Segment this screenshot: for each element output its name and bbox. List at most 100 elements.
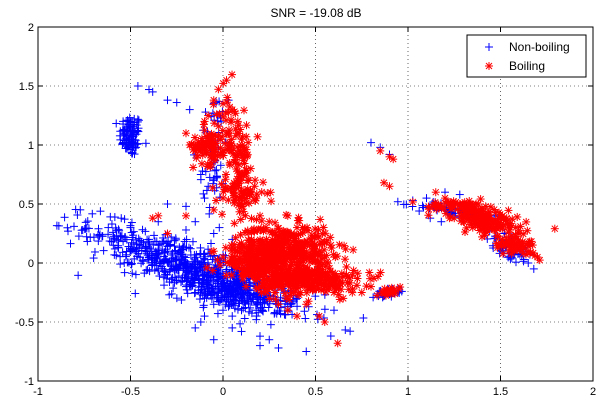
data-point — [171, 255, 180, 264]
data-point — [227, 271, 236, 280]
data-point — [422, 194, 431, 203]
data-point — [282, 264, 291, 273]
data-point — [134, 127, 143, 136]
data-point — [265, 240, 274, 249]
y-tick-label: 1.5 — [19, 81, 34, 93]
data-point — [165, 278, 174, 287]
y-tick-label: 2 — [28, 22, 34, 34]
data-point — [273, 224, 282, 233]
data-point — [94, 224, 103, 233]
data-point — [523, 226, 532, 235]
data-point — [352, 281, 361, 290]
data-point — [253, 300, 262, 309]
data-point — [213, 293, 222, 302]
data-point — [148, 87, 157, 96]
data-point — [399, 200, 408, 209]
data-point — [114, 225, 123, 234]
data-point — [346, 278, 355, 287]
data-point — [190, 289, 199, 298]
data-point — [198, 151, 207, 160]
data-point — [236, 290, 245, 299]
data-point — [129, 227, 138, 236]
data-point — [257, 305, 266, 314]
data-point — [274, 343, 283, 352]
data-point — [333, 252, 342, 261]
x-tick-label: 0 — [220, 386, 226, 398]
data-point — [242, 296, 251, 305]
x-tick-label: 1 — [405, 386, 411, 398]
data-point — [419, 203, 428, 212]
data-point — [161, 268, 170, 277]
data-point — [128, 269, 137, 278]
data-point — [243, 247, 252, 256]
data-point — [260, 299, 269, 308]
data-point — [319, 285, 328, 294]
x-tick-label: 0.5 — [308, 386, 323, 398]
data-point — [527, 237, 536, 246]
data-point — [353, 274, 362, 283]
data-point — [154, 246, 163, 255]
data-point — [224, 130, 233, 139]
data-point — [342, 262, 351, 271]
data-point — [304, 297, 313, 306]
data-point — [326, 332, 335, 341]
data-point — [256, 304, 265, 313]
data-point — [109, 232, 118, 241]
data-point — [89, 254, 98, 263]
data-point — [257, 225, 266, 234]
data-point — [148, 258, 157, 267]
data-point — [314, 233, 323, 242]
data-point — [235, 285, 244, 294]
data-point — [222, 296, 231, 305]
data-point — [182, 243, 191, 252]
data-point — [127, 260, 136, 269]
data-point — [447, 204, 456, 213]
data-point — [242, 253, 251, 262]
data-point — [245, 270, 254, 279]
data-point — [172, 235, 181, 244]
data-point — [112, 251, 121, 260]
data-point — [219, 306, 227, 315]
data-point — [472, 213, 481, 222]
data-point — [66, 239, 75, 248]
data-point — [116, 260, 125, 269]
data-point — [69, 222, 78, 231]
data-point — [125, 126, 134, 135]
data-point — [236, 125, 245, 134]
series-boiling — [148, 70, 559, 348]
data-point — [136, 253, 145, 262]
data-point — [267, 197, 276, 206]
data-point — [519, 230, 528, 239]
data-point — [192, 250, 201, 259]
data-point — [290, 282, 299, 291]
data-point — [191, 323, 200, 332]
data-point — [304, 269, 313, 278]
data-point — [259, 178, 268, 187]
data-point — [158, 264, 167, 273]
plot-area — [52, 70, 559, 356]
data-point — [83, 217, 92, 226]
data-point — [105, 237, 114, 246]
data-point — [498, 223, 507, 232]
data-point — [247, 297, 256, 306]
data-point — [374, 272, 383, 281]
legend-label-non-boiling: Non-boiling — [509, 40, 570, 54]
data-point — [221, 175, 230, 184]
data-point — [359, 313, 368, 322]
data-point — [127, 259, 136, 268]
data-point — [233, 284, 242, 293]
data-point — [250, 182, 259, 191]
data-point — [200, 255, 209, 264]
data-point — [60, 213, 69, 222]
data-point — [424, 211, 433, 220]
data-point — [377, 288, 386, 297]
data-point — [522, 217, 531, 226]
data-point — [208, 148, 217, 157]
data-point — [529, 264, 538, 273]
data-point — [192, 273, 201, 282]
data-point — [276, 279, 285, 288]
data-point — [117, 214, 126, 223]
data-point — [234, 183, 243, 192]
data-point — [252, 312, 261, 321]
